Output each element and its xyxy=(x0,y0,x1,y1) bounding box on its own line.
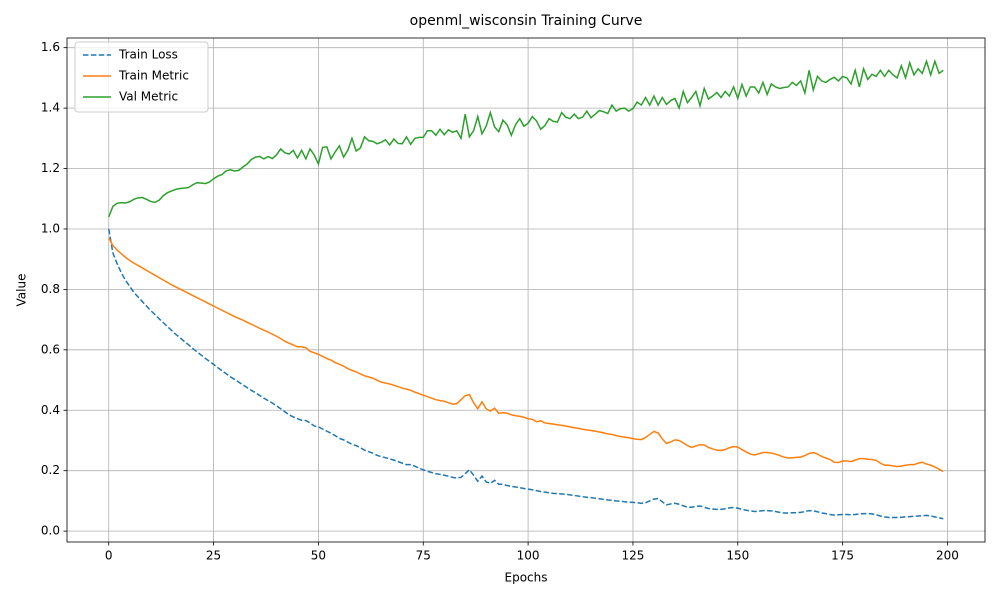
x-tick-label: 200 xyxy=(936,549,959,563)
legend-label: Train Loss xyxy=(118,48,178,62)
line-series xyxy=(107,228,944,520)
x-tick-label: 125 xyxy=(621,549,644,563)
legend: Train Loss Train Metric Val Metric xyxy=(74,41,209,113)
y-tick-label: 1.6 xyxy=(41,40,60,54)
x-tick-label: 175 xyxy=(831,549,854,563)
x-tick-label: 75 xyxy=(416,549,431,563)
y-tick-label: 0.6 xyxy=(41,342,60,356)
line-series xyxy=(108,58,944,218)
y-tick-label: 0.4 xyxy=(41,403,60,417)
legend-label: Train Metric xyxy=(118,69,189,83)
chart-title: openml_wisconsin Training Curve xyxy=(410,13,643,29)
x-tick-label: 25 xyxy=(206,549,221,563)
x-axis-label: Epochs xyxy=(505,571,548,585)
legend-label: Val Metric xyxy=(119,90,178,104)
y-tick-label: 0.2 xyxy=(41,463,60,477)
x-tick-label: 0 xyxy=(105,549,113,563)
y-tick-label: 0.0 xyxy=(41,524,60,538)
x-tick-label: 50 xyxy=(311,549,326,563)
y-axis-label: Value xyxy=(15,274,29,307)
x-tick-label: 150 xyxy=(726,549,749,563)
axes-frame xyxy=(66,37,986,543)
x-tick-label: 100 xyxy=(517,549,540,563)
y-tick-label: 1.2 xyxy=(41,161,60,175)
y-tick-label: 1.0 xyxy=(41,221,60,235)
y-tick-label: 0.8 xyxy=(41,282,60,296)
legend-frame xyxy=(74,41,209,113)
y-tick-label: 1.4 xyxy=(41,101,60,115)
line-series xyxy=(108,237,944,473)
